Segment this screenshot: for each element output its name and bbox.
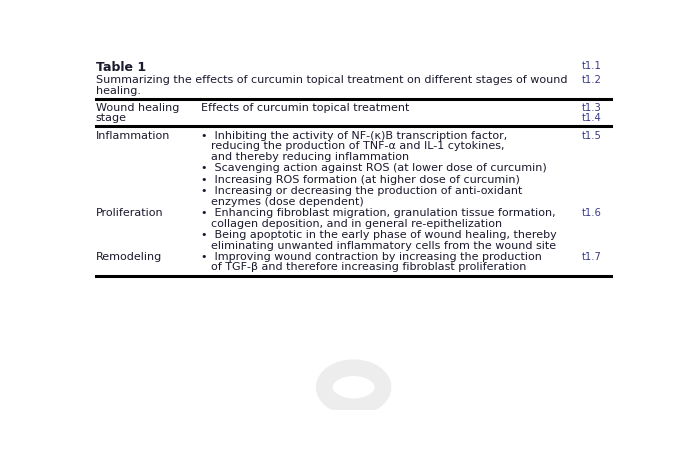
Text: •  Scavenging action against ROS (at lower dose of curcumin): • Scavenging action against ROS (at lowe… <box>201 163 547 173</box>
Text: t1.3: t1.3 <box>582 103 602 113</box>
Text: Inflammation: Inflammation <box>96 131 170 141</box>
Text: •  Improving wound contraction by increasing the production: • Improving wound contraction by increas… <box>201 252 542 262</box>
Text: •  Enhancing fibroblast migration, granulation tissue formation,: • Enhancing fibroblast migration, granul… <box>201 208 556 218</box>
Text: t1.6: t1.6 <box>582 208 602 218</box>
Text: Proliferation: Proliferation <box>96 208 164 218</box>
Text: Effects of curcumin topical treatment: Effects of curcumin topical treatment <box>201 103 410 113</box>
Text: t1.5: t1.5 <box>582 131 602 141</box>
Text: Wound healing: Wound healing <box>96 103 179 113</box>
Text: Summarizing the effects of curcumin topical treatment on different stages of wou: Summarizing the effects of curcumin topi… <box>96 75 567 84</box>
Text: eliminating unwanted inflammatory cells from the wound site: eliminating unwanted inflammatory cells … <box>211 241 557 250</box>
Text: of TGF-β and therefore increasing fibroblast proliferation: of TGF-β and therefore increasing fibrob… <box>211 262 526 272</box>
Text: t1.1: t1.1 <box>582 61 602 71</box>
Text: t1.4: t1.4 <box>582 113 602 123</box>
Text: t1.7: t1.7 <box>582 252 602 262</box>
Text: •  Increasing or decreasing the production of anti-oxidant: • Increasing or decreasing the productio… <box>201 186 522 196</box>
Text: t1.2: t1.2 <box>582 75 602 84</box>
Text: •  Inhibiting the activity of NF-(κ)B transcription factor,: • Inhibiting the activity of NF-(κ)B tra… <box>201 131 507 141</box>
Text: reducing the production of TNF-α and IL-1 cytokines,: reducing the production of TNF-α and IL-… <box>211 141 505 151</box>
Text: •  Being apoptotic in the early phase of wound healing, thereby: • Being apoptotic in the early phase of … <box>201 230 557 240</box>
Text: Remodeling: Remodeling <box>96 252 162 262</box>
Text: and thereby reducing inflammation: and thereby reducing inflammation <box>211 152 409 161</box>
Text: healing.: healing. <box>96 86 141 96</box>
Text: enzymes (dose dependent): enzymes (dose dependent) <box>211 196 364 207</box>
Text: Table 1: Table 1 <box>96 61 146 75</box>
Text: stage: stage <box>96 113 127 123</box>
Text: •  Increasing ROS formation (at higher dose of curcumin): • Increasing ROS formation (at higher do… <box>201 175 520 185</box>
Text: collagen deposition, and in general re-epithelization: collagen deposition, and in general re-e… <box>211 219 502 229</box>
